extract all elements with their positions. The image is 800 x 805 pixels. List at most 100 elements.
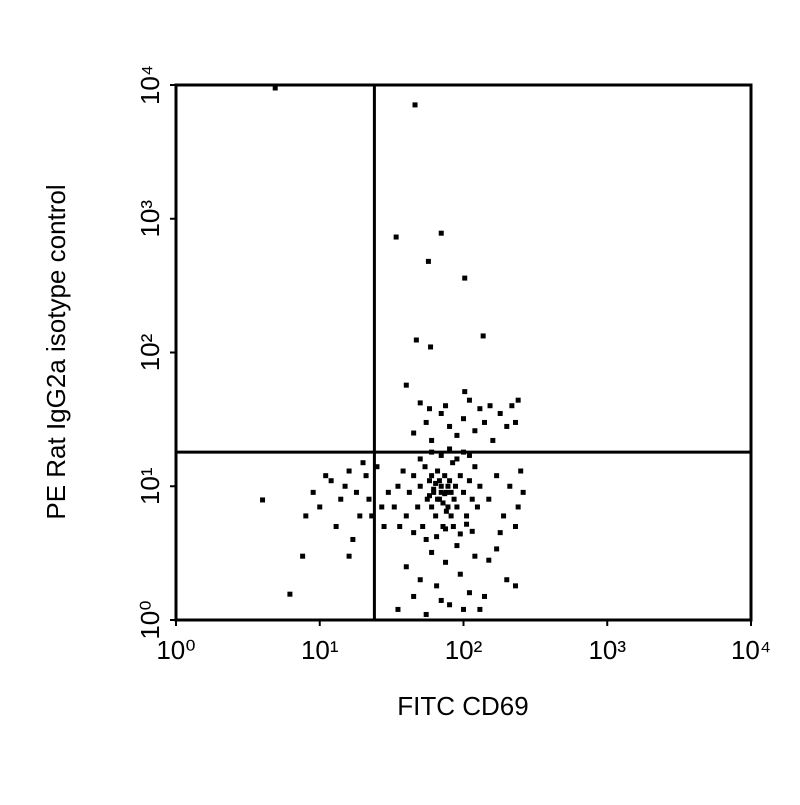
event-dot [422, 464, 428, 470]
event-dot [328, 478, 334, 484]
event-dot [453, 483, 459, 489]
x-tick-label: 10³ [588, 635, 626, 665]
event-dot [518, 468, 524, 474]
event-dot [462, 389, 468, 395]
event-dot [431, 486, 437, 492]
event-dot [403, 564, 409, 570]
event-dot [512, 524, 518, 530]
event-dot [424, 496, 430, 502]
event-dot [346, 553, 352, 559]
event-dot [413, 337, 419, 343]
event-dot [457, 571, 463, 577]
event-dot [443, 508, 449, 514]
event-dot [438, 230, 444, 236]
event-dot [353, 489, 359, 495]
event-dot [369, 513, 375, 519]
event-dot [310, 489, 316, 495]
event-dot [443, 559, 449, 565]
event-dot [487, 403, 493, 409]
event-dot [457, 473, 463, 479]
event-dot [431, 489, 437, 495]
event-dot [472, 553, 478, 559]
event-dot [443, 526, 449, 532]
event-dot [303, 513, 309, 519]
event-dot [391, 504, 397, 510]
event-dot [423, 419, 429, 425]
event-dot [515, 504, 521, 510]
event-dot [515, 397, 521, 403]
event-dot [461, 416, 466, 422]
event-dot [440, 500, 446, 506]
event-dot [333, 524, 339, 530]
event-dot [442, 473, 448, 479]
event-dot [477, 483, 483, 489]
event-dot [433, 513, 439, 519]
event-dot [429, 449, 435, 455]
event-dot [443, 403, 449, 409]
event-dot [469, 528, 475, 534]
event-dot [360, 460, 366, 466]
event-dot [411, 530, 417, 536]
event-dot [466, 590, 472, 596]
event-dot [507, 483, 513, 489]
event-dot [272, 85, 278, 91]
event-dot [411, 430, 417, 436]
event-dot [428, 344, 434, 350]
event-dot [438, 452, 444, 458]
event-dot [393, 234, 399, 240]
y-tick-label: 10² [135, 333, 165, 371]
event-dot [486, 557, 492, 563]
event-dot [438, 489, 444, 495]
y-tick-label: 10⁴ [135, 65, 165, 105]
event-dot [287, 591, 293, 597]
event-dot [447, 478, 453, 484]
event-dot [400, 468, 406, 474]
event-dot [342, 483, 348, 489]
event-dot [436, 478, 442, 484]
plot-frame [174, 83, 753, 622]
x-tick-label: 10⁰ [156, 635, 195, 665]
y-tick-label: 10³ [135, 200, 165, 238]
event-dot [435, 468, 441, 474]
event-dot [509, 403, 515, 409]
event-dot [486, 496, 492, 502]
event-dot [417, 577, 423, 583]
event-dot [477, 406, 483, 412]
event-dot [482, 593, 488, 599]
event-dot [366, 496, 372, 502]
event-dot [260, 497, 266, 503]
event-dot [433, 480, 439, 486]
event-dot [350, 536, 356, 542]
event-dot [461, 489, 466, 495]
event-dot [501, 513, 507, 519]
event-dot [417, 456, 423, 462]
event-dot [426, 493, 432, 499]
event-dot [420, 524, 426, 530]
event-dot [469, 496, 475, 502]
event-dot [434, 534, 440, 540]
event-dot [363, 473, 369, 479]
event-dot [450, 524, 456, 530]
event-dot [494, 546, 500, 552]
event-dot [447, 446, 453, 452]
event-dot [423, 611, 429, 617]
x-tick-label: 10² [445, 635, 483, 665]
y-tick-label: 10¹ [135, 467, 165, 505]
event-dot [423, 536, 429, 542]
event-dot [454, 504, 460, 510]
event-dot [474, 504, 480, 510]
event-dot [457, 531, 463, 537]
event-dot [435, 496, 441, 502]
event-dot [411, 473, 417, 479]
event-dot [411, 593, 417, 599]
event-dot [417, 483, 423, 489]
event-dot [317, 504, 323, 510]
event-dot [406, 489, 412, 495]
event-dot [403, 513, 409, 519]
y-tick-label: 10⁰ [135, 600, 165, 639]
event-dot [440, 524, 446, 530]
event-dot [429, 549, 435, 555]
event-dot [480, 333, 486, 339]
event-dot [477, 606, 483, 612]
event-dot [466, 478, 472, 484]
